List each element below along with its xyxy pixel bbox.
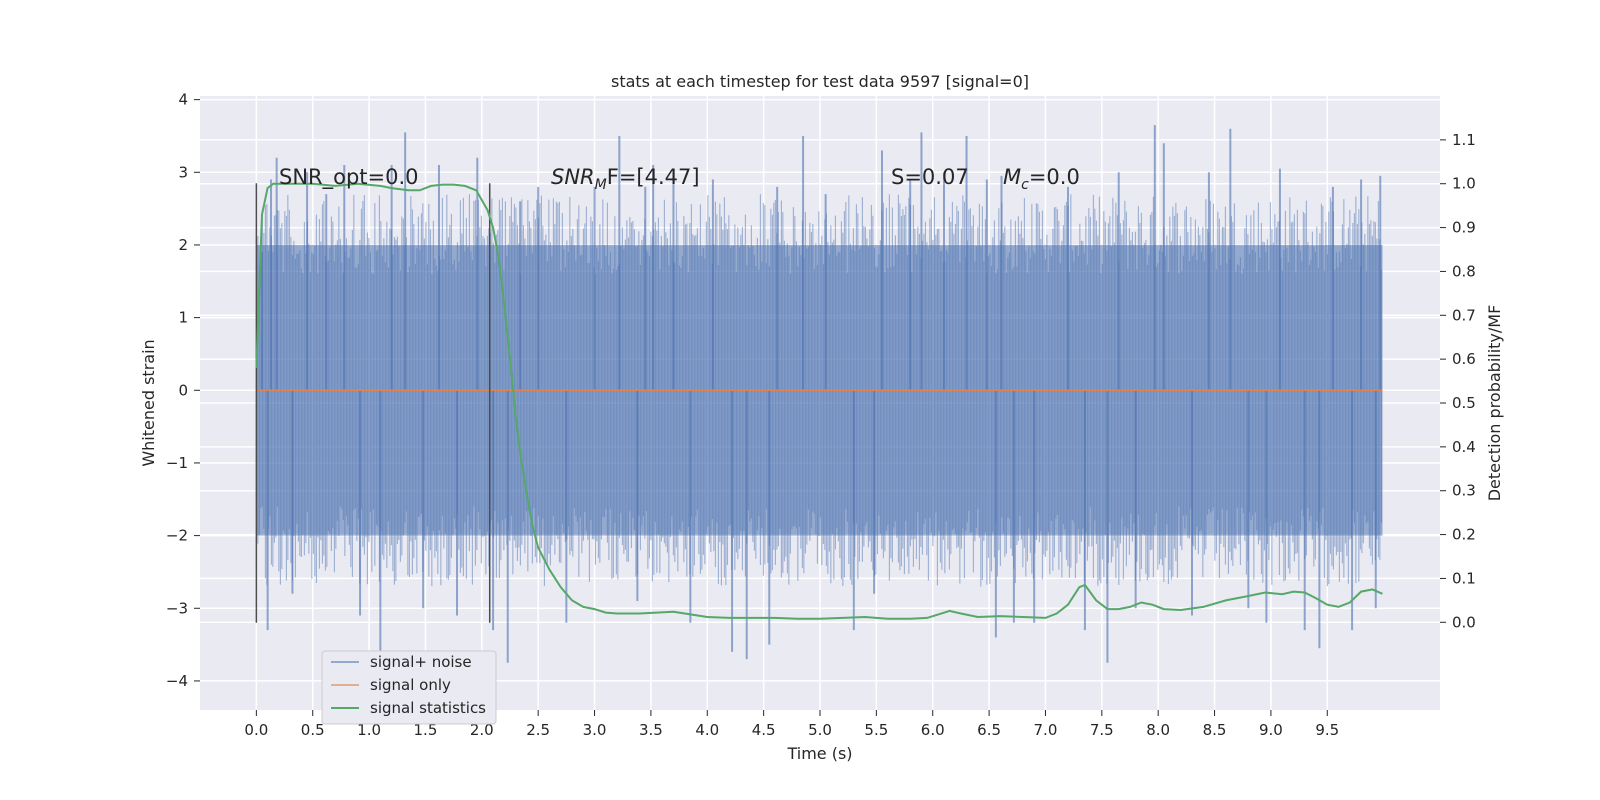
y-left-tick-label: −1 [166,454,188,472]
x-tick-label: 3.0 [583,721,607,739]
x-tick-label: 5.5 [864,721,888,739]
x-tick-label: 6.0 [921,721,945,739]
x-tick-label: 2.5 [526,721,550,739]
x-tick-label: 4.0 [695,721,719,739]
x-tick-label: 9.5 [1315,721,1339,739]
legend-box [321,650,497,725]
annotation-snr-mf-main: SNR [551,165,595,189]
x-tick-label: 6.5 [977,721,1001,739]
y-left-tick-label: 0 [178,381,188,399]
y-right-axis-ticks: 1.1 1.0 0.9 0.8 0.7 0.6 0.5 0.4 0.3 0.2 0.1 0.0 [1440,131,1476,631]
annotation-snr-mf-sub: M [595,177,607,193]
y-right-tick-label: 0.4 [1452,438,1476,456]
annotation-snr-mf-tail: F=[4.47] [607,165,700,189]
x-tick-label: 9.0 [1259,721,1283,739]
y-left-tick-label: 1 [178,309,188,327]
y-right-axis-title: Detection probability/MF [1485,305,1504,502]
legend-label-signal-only: signal only [370,676,451,694]
x-tick-label: 1.0 [357,721,381,739]
y-right-tick-label: 0.3 [1452,482,1476,500]
y-right-tick-label: 0.7 [1452,306,1476,324]
y-left-tick-label: 2 [178,236,188,254]
y-right-tick-label: 1.1 [1452,131,1476,149]
x-tick-label: 8.5 [1203,721,1227,739]
y-right-tick-label: 0.5 [1452,394,1476,412]
x-tick-label: 0.5 [301,721,325,739]
annotation-s-stat: S=0.07 [891,165,969,189]
annotation-mc: Mc=0.0 [1003,165,1080,193]
y-right-tick-label: 0.0 [1452,613,1476,631]
y-left-tick-label: −2 [166,527,188,545]
x-tick-label: 2.0 [470,721,494,739]
y-right-tick-label: 0.9 [1452,219,1476,237]
legend: signal+ noise signal only signal statist… [321,650,497,725]
x-tick-label: 4.5 [752,721,776,739]
annotation-mc-sub: c [1021,177,1029,193]
annotation-snr-opt: SNR_opt=0.0 [279,165,419,190]
y-right-tick-label: 0.1 [1452,569,1476,587]
x-tick-label: 0.0 [244,721,268,739]
x-axis-title: Time (s) [786,744,852,763]
signal-plus-noise-series [255,125,1383,663]
x-axis-ticks: 0.0 0.5 1.0 1.5 2.0 2.5 3.0 3.5 4.0 4.5 5.0 5.5 6.0 6… [244,710,1339,739]
annotation-snr-mf: SNRMF=[4.47] [551,165,700,193]
annotation-mc-main: M [1003,165,1021,189]
chart-title: stats at each timestep for test data 959… [611,72,1029,91]
y-left-axis-ticks: 4 3 2 1 0 −1 −2 −3 −4 [166,91,200,690]
vertical-markers [255,183,491,623]
x-tick-label: 5.0 [808,721,832,739]
y-left-tick-label: −4 [166,672,188,690]
x-tick-label: 7.0 [1034,721,1058,739]
y-right-tick-label: 0.8 [1452,262,1476,280]
signal-statistics-series [255,182,1383,620]
x-tick-label: 8.0 [1146,721,1170,739]
y-left-axis-title: Whitened strain [139,339,158,466]
y-left-tick-label: 4 [178,91,188,109]
y-right-tick-label: 0.6 [1452,350,1476,368]
x-tick-label: 3.5 [639,721,663,739]
legend-label-signal-statistics: signal statistics [370,699,486,717]
y-right-tick-label: 1.0 [1452,175,1476,193]
y-right-tick-label: 0.2 [1452,526,1476,544]
x-tick-label: 7.5 [1090,721,1114,739]
y-left-tick-label: 3 [178,163,188,181]
annotation-mc-tail: =0.0 [1029,165,1080,189]
x-tick-label: 1.5 [414,721,438,739]
y-left-tick-label: −3 [166,599,188,617]
legend-label-signal-noise: signal+ noise [370,653,472,671]
